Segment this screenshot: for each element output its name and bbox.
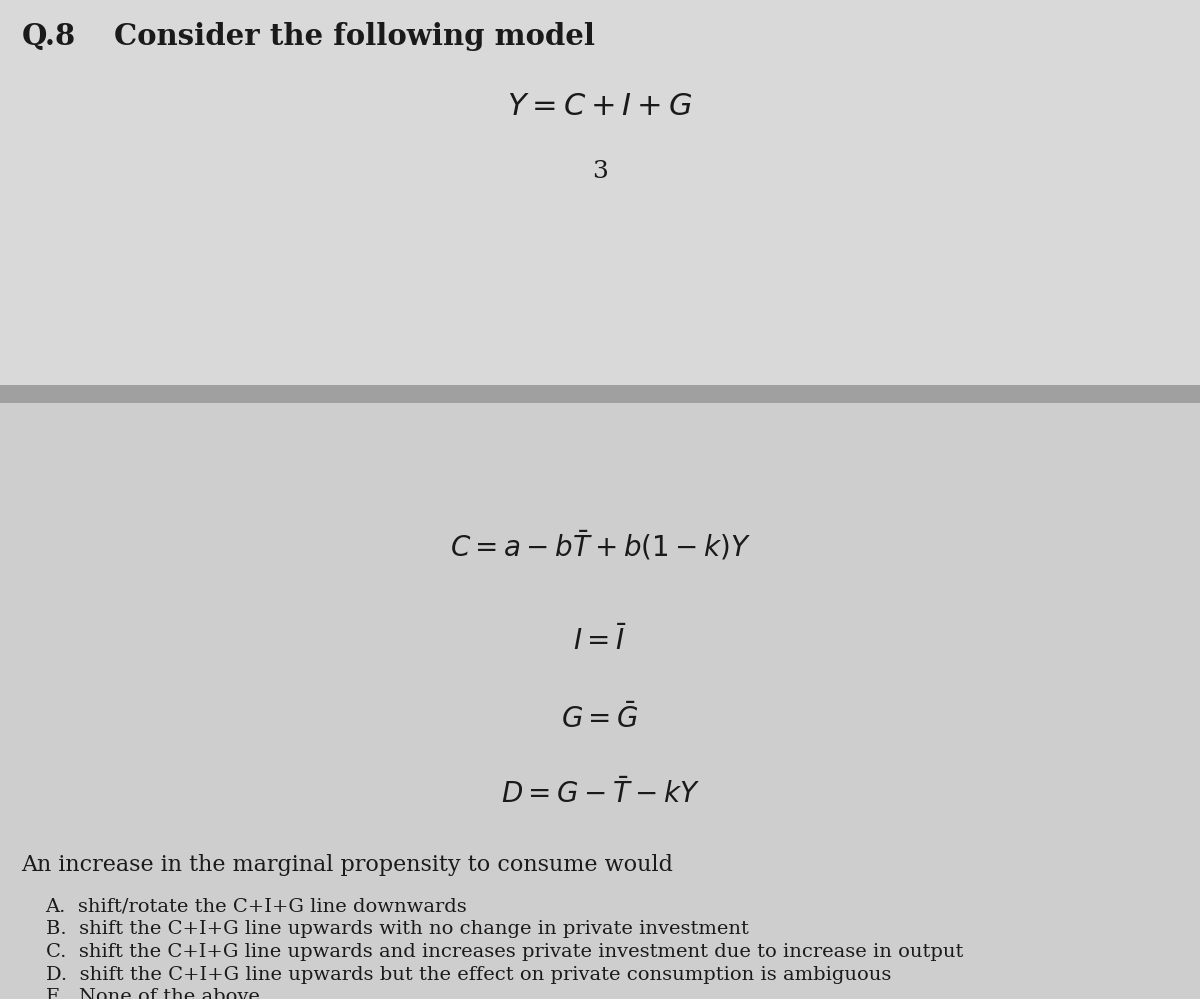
- Text: Consider the following model: Consider the following model: [114, 22, 595, 51]
- Bar: [0, 403, 1200, 999]
- Text: $G = \bar{G}$: $G = \bar{G}$: [562, 703, 638, 734]
- Text: B.  shift the C+I+G line upwards with no change in private investment: B. shift the C+I+G line upwards with no …: [46, 920, 749, 938]
- Text: C.  shift the C+I+G line upwards and increases private investment due to increas: C. shift the C+I+G line upwards and incr…: [46, 943, 962, 961]
- Text: $D = G - \bar{T} - kY$: $D = G - \bar{T} - kY$: [500, 778, 700, 808]
- Text: A.  shift/rotate the C+I+G line downwards: A. shift/rotate the C+I+G line downwards: [46, 897, 467, 915]
- Bar: [0, 385, 1200, 403]
- Text: An increase in the marginal propensity to consume would: An increase in the marginal propensity t…: [22, 854, 673, 876]
- Text: Q.8: Q.8: [22, 22, 76, 51]
- Text: E.  None of the above: E. None of the above: [46, 988, 259, 999]
- Text: $Y = C + I + G$: $Y = C + I + G$: [508, 91, 692, 122]
- Text: $I = \bar{I}$: $I = \bar{I}$: [574, 625, 626, 656]
- Text: D.  shift the C+I+G line upwards but the effect on private consumption is ambigu: D. shift the C+I+G line upwards but the …: [46, 966, 890, 984]
- Text: 3: 3: [592, 160, 608, 183]
- Text: $C = a - b\bar{T} + b(1-k)Y$: $C = a - b\bar{T} + b(1-k)Y$: [450, 528, 750, 562]
